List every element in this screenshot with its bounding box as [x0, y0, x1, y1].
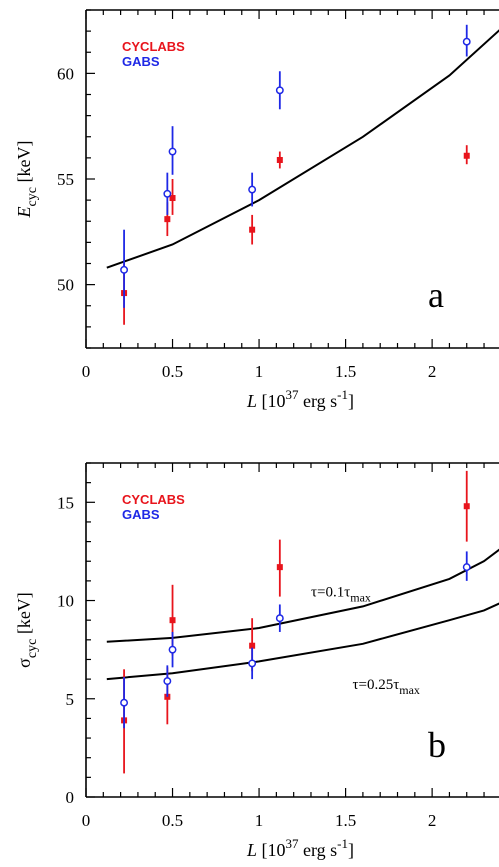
- data-point: [169, 617, 176, 624]
- curve-label-2: τ=0.25τmax: [353, 677, 420, 697]
- data-point: [120, 265, 129, 274]
- x-tick-label: 1: [255, 362, 264, 381]
- x-tick-label: 0: [82, 811, 91, 830]
- data-point: [462, 37, 471, 46]
- x-tick-label: 0.5: [162, 362, 183, 381]
- y-axis-label-symbol: E: [14, 206, 34, 218]
- data-point: [163, 677, 172, 686]
- x-axis-label-open: [10: [257, 391, 286, 411]
- y-axis-label-symbol: σ: [14, 658, 34, 668]
- y-tick-label: 0: [66, 788, 75, 807]
- data-point: [120, 698, 129, 707]
- x-tick-label: 1.5: [335, 811, 356, 830]
- x-tick-label: 0: [82, 362, 91, 381]
- data-point: [168, 147, 177, 156]
- data-point: [276, 156, 283, 163]
- x-axis-label-unit: erg s: [299, 391, 338, 411]
- y-tick-label: 50: [57, 276, 74, 295]
- x-tick-label: 2: [428, 362, 437, 381]
- model-curve-2: [106, 602, 499, 681]
- series-cyclabs: [121, 470, 470, 774]
- x-axis-label: L [1037 erg s-1]: [246, 387, 354, 411]
- legend-entry-cyclabs: CYCLABS: [122, 39, 185, 54]
- data-point: [248, 185, 257, 194]
- curve-label-subscript: max: [399, 683, 420, 697]
- data-point: [169, 195, 176, 202]
- y-axis-label: Ecyc [keV]: [14, 141, 40, 219]
- legend-entry-gabs: GABS: [122, 507, 160, 522]
- legend-entry-cyclabs: CYCLABS: [122, 492, 185, 507]
- x-tick-label: 2: [428, 811, 437, 830]
- y-axis-label-unit: [keV]: [14, 592, 34, 638]
- curve-label-main: τ=0.25τ: [353, 677, 400, 693]
- data-point: [275, 86, 284, 95]
- data-point: [275, 614, 284, 623]
- curve-label-main: τ=0.1τ: [311, 585, 350, 601]
- model-curve-1: [106, 29, 499, 269]
- data-point: [276, 564, 283, 571]
- series-gabs: [120, 24, 471, 308]
- x-axis-label-close: ]: [348, 391, 354, 411]
- y-axis-label-subscript: cyc: [25, 187, 40, 206]
- data-point: [248, 659, 257, 668]
- y-tick-label: 10: [57, 592, 74, 611]
- data-point: [462, 563, 471, 572]
- data-point: [463, 503, 470, 510]
- x-tick-label: 0.5: [162, 811, 183, 830]
- panel-letter: a: [428, 275, 444, 315]
- x-axis-label: L [1037 erg s-1]: [246, 836, 354, 860]
- y-axis-label-unit: [keV]: [14, 141, 34, 187]
- x-axis-label-symbol: L: [246, 391, 257, 411]
- x-axis-label-symbol: L: [246, 840, 257, 860]
- panel-b: 0 0.5 1 1.5 2 0 5 10 15 L [1037 erg s-1] σcyc [keV…: [14, 462, 499, 860]
- curve-label-1: τ=0.1τmax: [311, 585, 371, 605]
- data-point: [249, 226, 256, 233]
- data-point: [168, 645, 177, 654]
- data-point: [463, 152, 470, 159]
- x-axis-label-open: [10: [257, 840, 286, 860]
- x-axis-label-exponent: 37: [286, 387, 300, 402]
- x-axis-label-unit: erg s: [299, 840, 338, 860]
- y-axis-label: σcyc [keV]: [14, 592, 40, 668]
- model-curve-1: [106, 548, 499, 643]
- x-tick-label: 1.5: [335, 362, 356, 381]
- legend-entry-gabs: GABS: [122, 54, 160, 69]
- y-axis-label-subscript: cyc: [25, 639, 40, 658]
- x-axis-label-unit-exponent: -1: [337, 387, 348, 402]
- series-gabs: [120, 551, 471, 729]
- data-point: [164, 216, 171, 223]
- x-axis-label-exponent: 37: [286, 836, 300, 851]
- y-tick-label: 15: [57, 493, 74, 512]
- y-tick-label: 55: [57, 170, 74, 189]
- panel-letter: b: [428, 725, 446, 765]
- data-point: [249, 642, 256, 649]
- data-point: [163, 189, 172, 198]
- panel-a: 0 0.5 1 1.5 2 50 55 60 L [1037 erg s-1] Ecyc [keV…: [14, 9, 499, 411]
- x-tick-label: 1: [255, 811, 264, 830]
- y-tick-label: 5: [66, 690, 75, 709]
- x-axis-label-unit-exponent: -1: [337, 836, 348, 851]
- curve-label-subscript: max: [350, 591, 371, 605]
- x-axis-label-close: ]: [348, 840, 354, 860]
- y-tick-label: 60: [57, 64, 74, 83]
